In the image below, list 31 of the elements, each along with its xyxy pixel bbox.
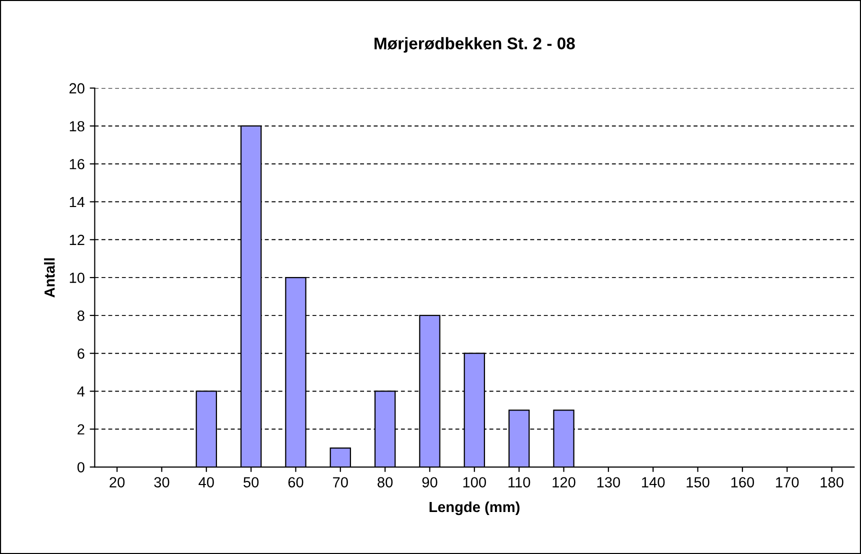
x-tick-label: 170 xyxy=(776,477,799,488)
x-tick-label: 50 xyxy=(244,477,259,488)
y-tick-label: 16 xyxy=(70,158,84,170)
x-tick-label: 140 xyxy=(642,477,665,488)
y-tick-label: 0 xyxy=(77,462,84,472)
chart-title: Mørjerødbekken St. 2 - 08 xyxy=(374,37,575,53)
x-tick-label: 20 xyxy=(110,477,125,488)
x-tick-label: 80 xyxy=(378,477,393,488)
x-tick-label: 180 xyxy=(820,477,844,488)
x-tick-label: 110 xyxy=(508,477,530,488)
x-tick-label: 60 xyxy=(288,477,304,488)
x-tick-label: 150 xyxy=(686,477,710,488)
x-axis-title: Lengde (mm) xyxy=(430,501,520,516)
x-tick-label: 40 xyxy=(198,477,214,488)
x-tick-label: 90 xyxy=(422,477,438,488)
x-tick-label: 120 xyxy=(552,477,576,488)
y-tick-label: 6 xyxy=(78,348,84,359)
y-axis-title: Antall xyxy=(44,258,55,298)
x-tick-label: 70 xyxy=(333,477,348,488)
y-tick-label: 20 xyxy=(70,83,84,94)
x-tick-label: 130 xyxy=(597,477,620,488)
x-tick-label: 30 xyxy=(154,477,170,488)
y-tick-label: 14 xyxy=(70,197,85,208)
y-tick-label: 12 xyxy=(70,234,84,245)
x-tick-label: 100 xyxy=(463,477,486,488)
y-tick-label: 18 xyxy=(70,121,84,132)
y-tick-label: 4 xyxy=(77,386,85,397)
y-tick-label: 10 xyxy=(70,272,84,283)
y-tick-label: 2 xyxy=(78,424,84,434)
x-tick-label: 160 xyxy=(731,477,754,488)
y-tick-label: 8 xyxy=(78,310,84,321)
